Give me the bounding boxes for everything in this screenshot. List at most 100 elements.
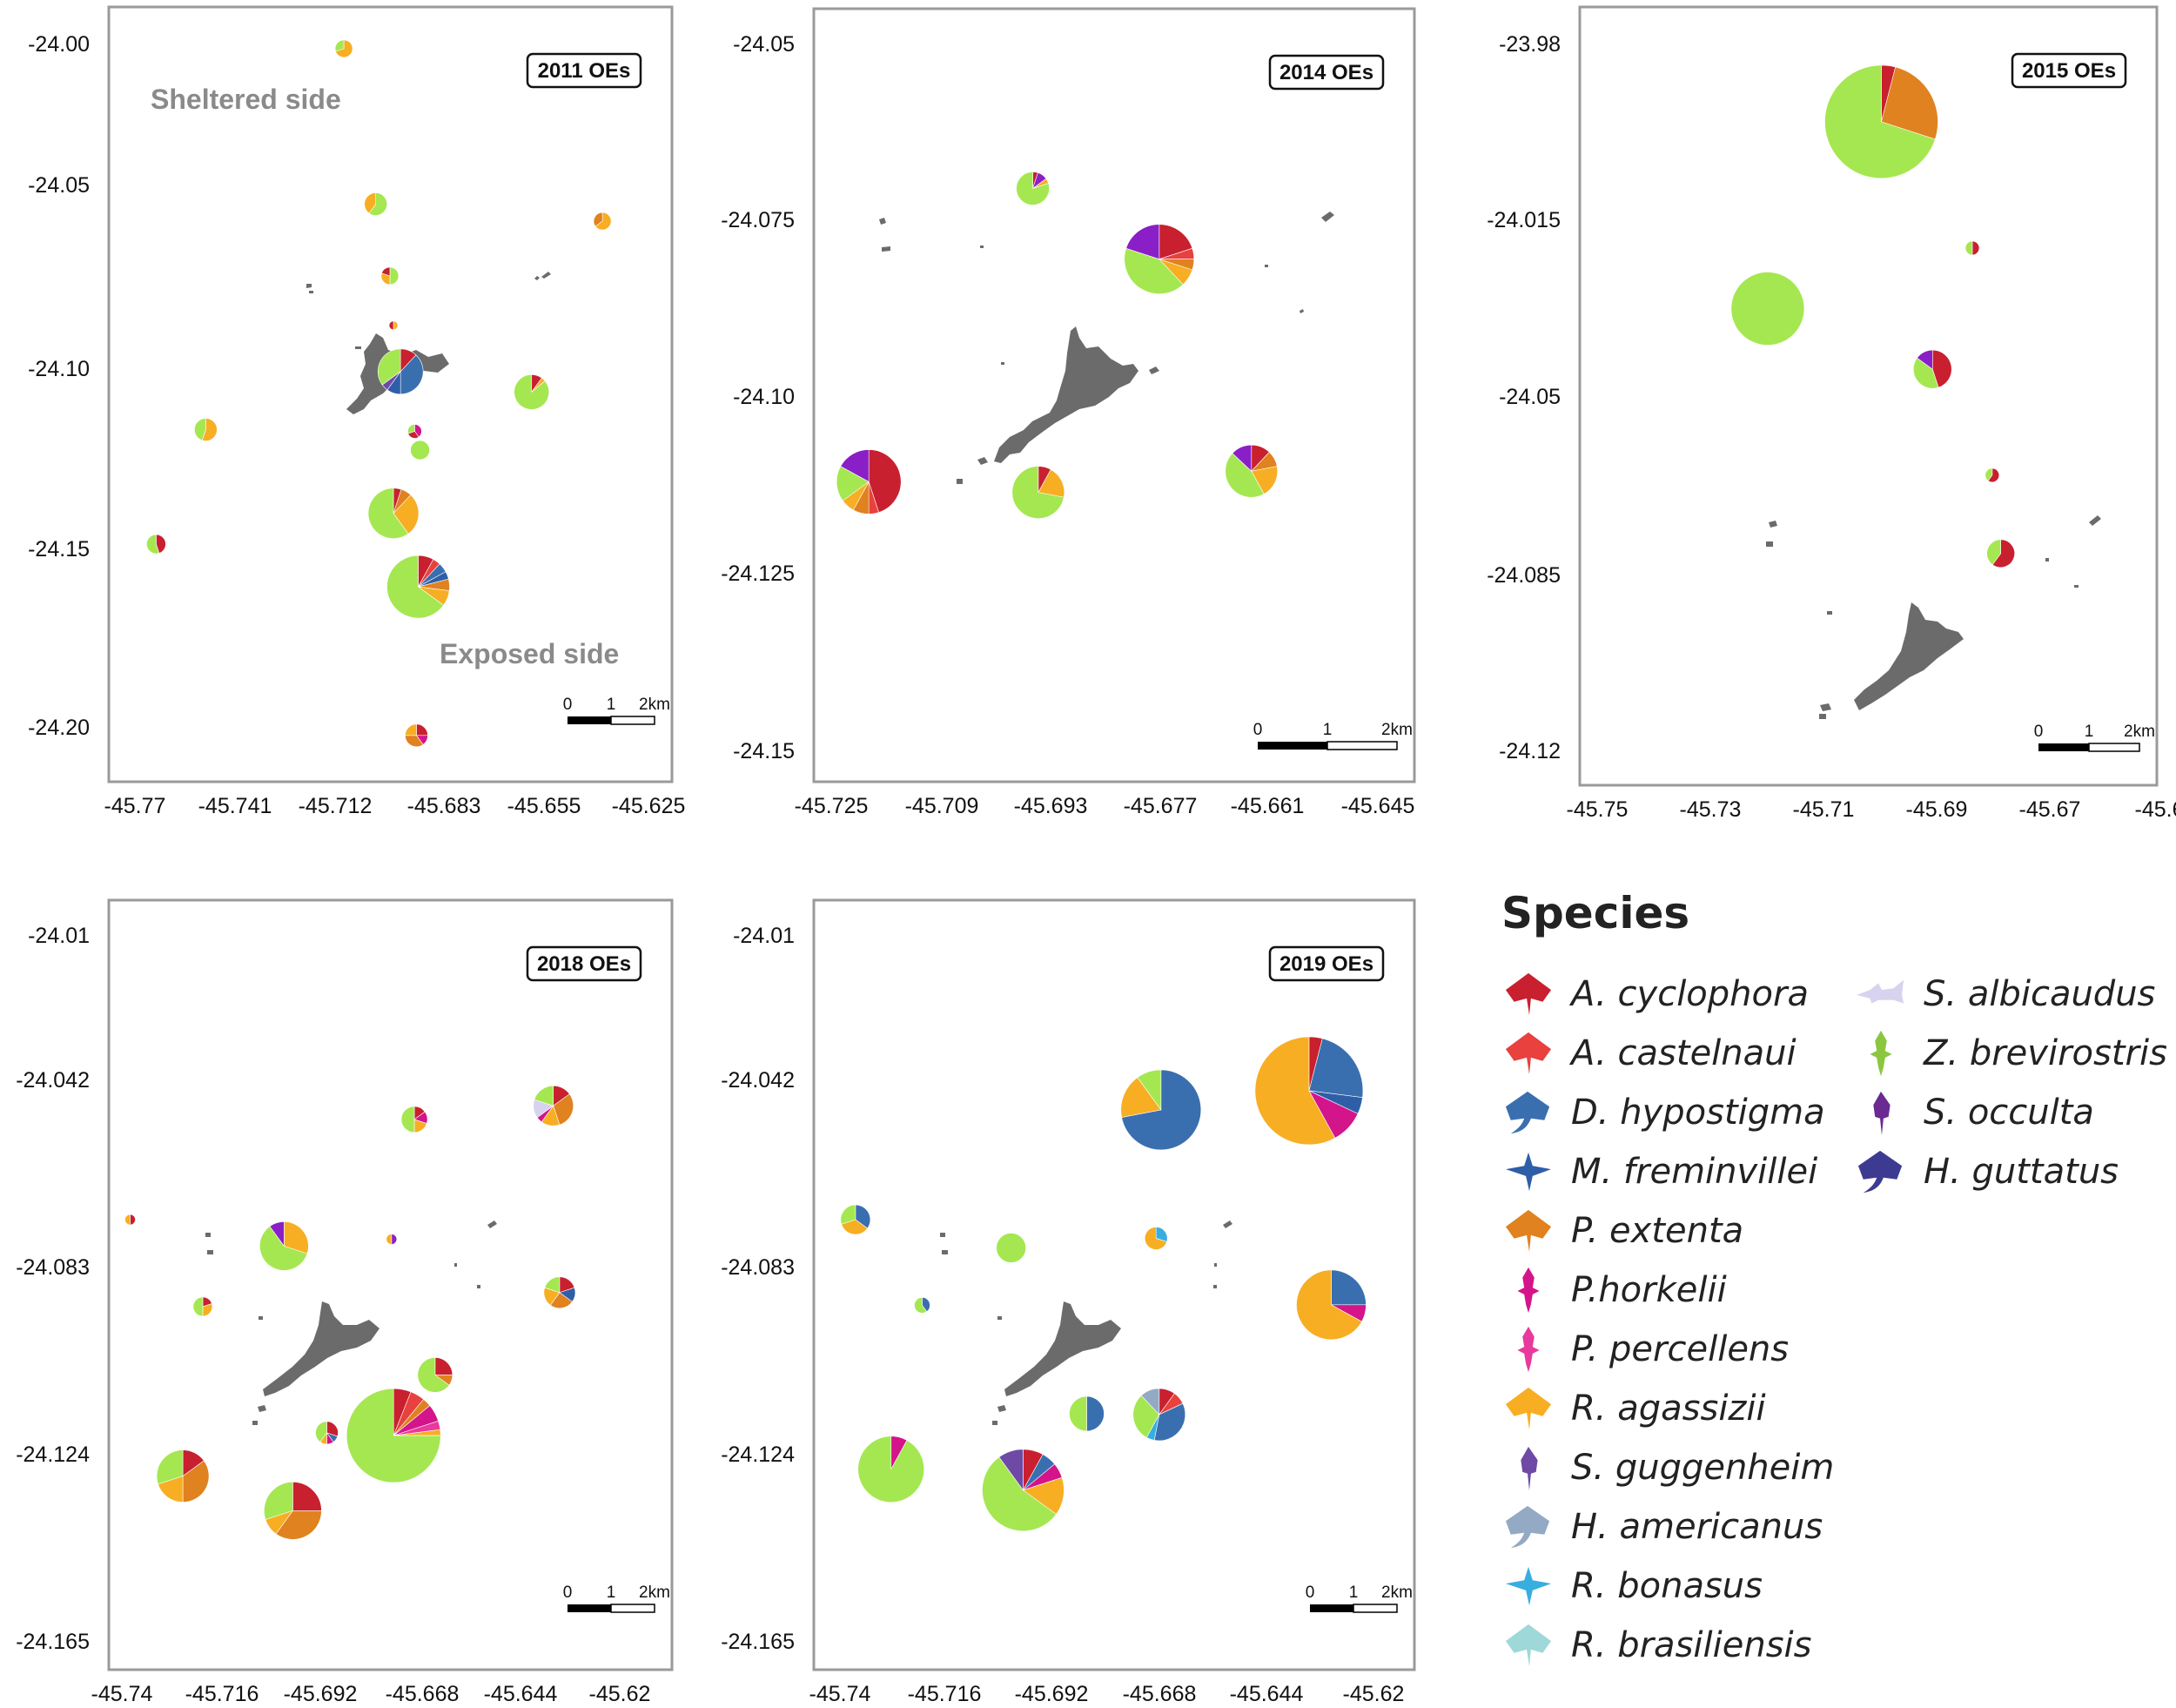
site-pie (346, 1388, 441, 1483)
pie-slice (840, 449, 870, 482)
pie-slice (414, 424, 422, 438)
pie-slice (1985, 467, 1993, 481)
island-landmass (940, 1220, 1232, 1425)
site-pie (388, 320, 399, 331)
y-tick-label: -24.042 (16, 1068, 90, 1093)
y-tick-label: -24.124 (721, 1442, 795, 1467)
legend-label: P. extenta (1571, 1211, 1744, 1251)
site-pie (264, 1482, 322, 1540)
pie-slice (857, 1436, 925, 1503)
scale-bar: 0 1 2km (1253, 721, 1413, 750)
y-tick-label: -24.01 (733, 924, 795, 948)
x-tick-label: -45.683 (407, 794, 481, 818)
site-pie (1132, 1388, 1186, 1442)
pie-slice (326, 1421, 339, 1437)
pie-slice (124, 1214, 131, 1226)
site-pie (377, 348, 424, 395)
legend-label: D. hypostigma (1571, 1093, 1825, 1133)
y-tick-label: -24.05 (28, 173, 90, 198)
pie-slice (381, 266, 391, 277)
pie-slice (840, 1204, 856, 1225)
scale-bar-segment (2088, 743, 2140, 752)
y-tick-label: -24.015 (1487, 208, 1561, 232)
pie-slice (1125, 224, 1160, 260)
site-pie (124, 1214, 136, 1226)
pie-slice (393, 320, 399, 331)
y-tick-label: -24.15 (733, 739, 795, 763)
scale-bar-segment (610, 716, 655, 725)
site-pie (914, 1297, 930, 1314)
y-tick-label: -24.12 (1499, 739, 1561, 763)
pie-slice (192, 1296, 204, 1317)
y-tick-label: -24.20 (28, 716, 90, 740)
scale-bar-segment (568, 1604, 611, 1612)
pie-slice (367, 488, 409, 539)
x-tick-label: -45.62 (589, 1682, 651, 1706)
manta-icon (1505, 1152, 1552, 1192)
pie-slice (514, 374, 549, 410)
pie-slice (275, 1510, 322, 1540)
site-pie (514, 374, 549, 410)
stingray-icon (1505, 1091, 1550, 1134)
legend-label: R. brasiliensis (1571, 1625, 1812, 1665)
y-tick-label: -24.15 (28, 537, 90, 561)
ray-icon (1505, 1032, 1552, 1075)
scale-bar-label: 2km (1381, 1584, 1413, 1602)
year-label: 2015 OEs (2022, 59, 2116, 83)
x-tick-label: -45.655 (507, 794, 581, 818)
pie-slice (368, 192, 387, 216)
site-pie (1120, 1069, 1202, 1151)
pie-slice (146, 534, 160, 555)
legend-item: A. cyclophora (1501, 966, 1809, 1022)
pie-slice (1038, 468, 1065, 498)
site-pie (982, 1449, 1064, 1532)
legend-item: R. bonasus (1501, 1558, 1763, 1614)
scale-bar-segment (1353, 1604, 1398, 1613)
pie-slice (393, 494, 420, 535)
pie-slice (156, 1449, 184, 1485)
legend-label: A. cyclophora (1571, 974, 1809, 1014)
pie-slice (553, 1093, 574, 1126)
pie-slice (416, 723, 428, 736)
pie-slice (377, 348, 401, 386)
site-pie (1824, 64, 1938, 179)
site-pie (1964, 240, 1980, 256)
site-pie (1016, 171, 1050, 205)
x-tick-label: -45.668 (386, 1682, 460, 1706)
species-legend: Species A. cyclophora A. castelnaui D. hyp… (1501, 888, 2172, 1698)
x-tick-label: -45.692 (1015, 1682, 1089, 1706)
scale-bar-label: 1 (1349, 1584, 1359, 1602)
site-pie (1069, 1395, 1105, 1432)
x-tick-label: -45.712 (299, 794, 373, 818)
guitarfish-icon (1517, 1267, 1540, 1314)
site-pie (380, 266, 400, 286)
site-pie (1011, 466, 1065, 519)
pie-slice (410, 440, 430, 461)
legend-item: S. albicaudus (1854, 966, 2155, 1022)
panel-2011: -24.00 -24.05 -24.10 -24.15 -24.20 -45.77 -45.… (28, 5, 685, 818)
pie-slice (334, 39, 345, 52)
legend-label: M. freminvillei (1571, 1152, 1818, 1192)
site-pie (857, 1436, 925, 1503)
legend-label: R. agassizii (1571, 1389, 1766, 1429)
x-tick-label: -45.741 (198, 794, 272, 818)
pie-slice (1308, 1038, 1364, 1099)
pie-slice (1016, 171, 1050, 205)
site-pie (1296, 1269, 1367, 1341)
pie-slice (1296, 1269, 1362, 1341)
x-tick-label: -45.709 (905, 794, 979, 818)
legend-label: P.horkelii (1571, 1270, 1727, 1310)
x-tick-label: -45.677 (1124, 794, 1198, 818)
site-pie (400, 1106, 428, 1133)
pie-slice (1124, 247, 1184, 294)
pie-slice (434, 1357, 453, 1375)
panel-frame (1578, 5, 2159, 787)
pie-slice (364, 192, 376, 214)
x-tick-label: -45.693 (1014, 794, 1088, 818)
scale-bar-segment (1310, 1604, 1353, 1612)
skate-icon (1521, 1446, 1538, 1491)
year-label-box (526, 945, 642, 982)
legend-label: H. guttatus (1924, 1152, 2119, 1192)
pie-slice (391, 1234, 398, 1245)
scale-bar-segment (2038, 743, 2089, 751)
